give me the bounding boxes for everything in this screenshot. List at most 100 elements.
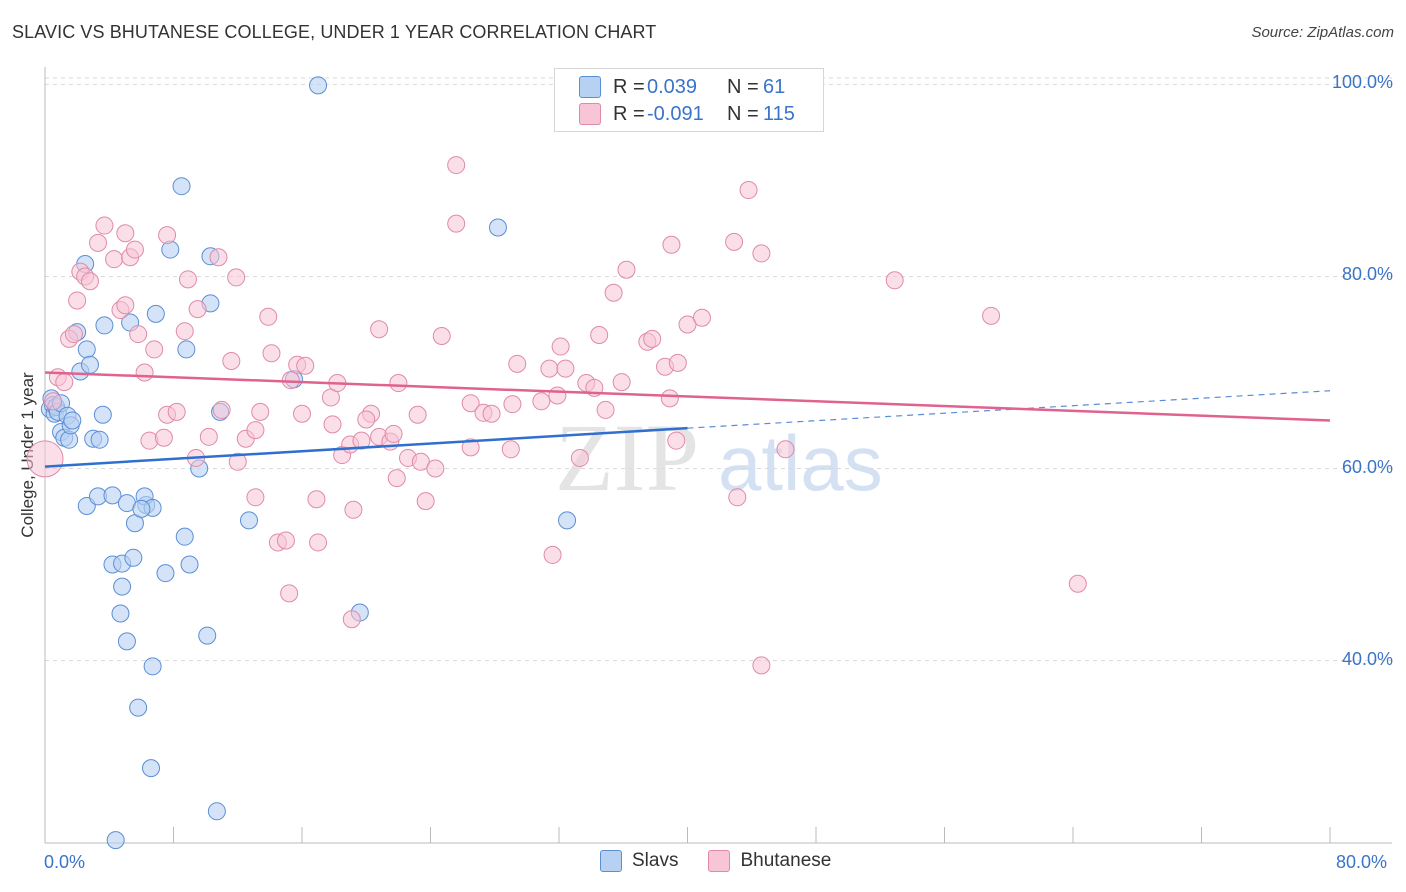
- bhutanese-point: [570, 448, 589, 467]
- bhutanese-point: [296, 356, 315, 375]
- bhutanese-point: [617, 260, 636, 279]
- bhutanese-point: [357, 410, 376, 429]
- x-tick-max: 80.0%: [1336, 852, 1388, 872]
- slavs-point: [124, 548, 143, 567]
- slavs-point: [177, 340, 196, 359]
- bhutanese-point: [167, 402, 186, 421]
- bhutanese-point: [116, 224, 135, 243]
- slavs-point: [77, 340, 96, 359]
- bhutanese-point: [344, 500, 363, 519]
- bhutanese-point: [178, 270, 197, 289]
- bhutanese-point: [482, 404, 501, 423]
- legend-row-bhutanese: R = -0.091 N = 115: [579, 101, 795, 127]
- bhutanese-point: [556, 359, 575, 378]
- r-label: R =: [613, 75, 645, 98]
- bhutanese-point: [508, 354, 527, 373]
- bhutanese-point: [125, 240, 144, 259]
- bhutanese-swatch: [579, 103, 601, 125]
- bhutanese-point: [105, 250, 124, 269]
- bhutanese-point: [752, 244, 771, 263]
- slavs-point: [63, 411, 82, 430]
- bhutanese-point: [154, 428, 173, 447]
- n-label: N =: [727, 75, 759, 98]
- slavs-point: [488, 218, 507, 237]
- bhutanese-legend-swatch: [708, 850, 731, 872]
- slavs-swatch: [579, 76, 601, 98]
- bhutanese-point: [80, 272, 99, 291]
- bhutanese-point: [540, 359, 559, 378]
- bhutanese-point: [461, 394, 480, 413]
- bhutanese-point: [532, 392, 551, 411]
- bhutanese-point: [309, 533, 328, 552]
- bhutanese-point: [551, 337, 570, 356]
- y-tick-label: 80.0%: [1341, 264, 1393, 285]
- bhutanese-point: [387, 469, 406, 488]
- bhutanese-point: [885, 271, 904, 290]
- bhutanese-point: [246, 421, 265, 440]
- slavs-point: [172, 177, 191, 196]
- slavs-point: [111, 604, 130, 623]
- bhutanese-point: [64, 325, 83, 344]
- bhutanese-point: [281, 371, 300, 390]
- y-tick-label: 60.0%: [1341, 456, 1393, 477]
- legend-row-slavs: R = 0.039 N = 61: [579, 74, 785, 100]
- n-value-slavs: 61: [763, 75, 786, 98]
- bhutanese-point: [26, 440, 64, 478]
- bhutanese-point: [739, 181, 758, 200]
- bhutanese-point: [222, 351, 241, 370]
- bhutanese-point: [158, 226, 177, 245]
- bhutanese-point: [262, 344, 281, 363]
- correlation-legend: R = 0.039 N = 61 R = -0.091 N = 115: [554, 68, 824, 132]
- bhutanese-legend-label: Bhutanese: [740, 850, 832, 871]
- r-label: R =: [613, 102, 645, 125]
- bhutanese-point: [384, 424, 403, 443]
- bhutanese-point: [612, 373, 631, 392]
- n-label: N =: [727, 102, 759, 125]
- slavs-point: [80, 355, 99, 374]
- slavs-point: [95, 316, 114, 335]
- bhutanese-point: [209, 248, 228, 267]
- chart-title: SLAVIC VS BHUTANESE COLLEGE, UNDER 1 YEA…: [12, 22, 657, 42]
- bhutanese-point: [503, 395, 522, 414]
- bhutanese-point: [307, 490, 326, 509]
- bhutanese-point: [352, 431, 371, 450]
- slavs-point: [239, 511, 258, 530]
- bhutanese-point: [129, 325, 148, 344]
- slavs-point: [156, 564, 175, 583]
- bhutanese-point: [596, 400, 615, 419]
- slavs-point: [132, 499, 151, 518]
- bhutanese-point: [116, 296, 135, 315]
- legend-item-slavs: Slavs: [600, 850, 678, 872]
- slavs-point: [117, 632, 136, 651]
- slavs-legend-swatch: [600, 850, 622, 872]
- slavs-point: [93, 405, 112, 424]
- watermark-atlas: atlas: [718, 419, 883, 507]
- bhutanese-point: [447, 156, 466, 175]
- slavs-point: [103, 486, 122, 505]
- source-label: Source: ZipAtlas.com: [1251, 24, 1394, 41]
- bhutanese-point: [55, 373, 74, 392]
- bhutanese-point: [982, 306, 1001, 325]
- legend-item-bhutanese: Bhutanese: [708, 850, 831, 872]
- bhutanese-point: [461, 438, 480, 457]
- bhutanese-point: [752, 656, 771, 675]
- bhutanese-point: [259, 307, 278, 326]
- bhutanese-trend-line: [44, 371, 1331, 422]
- series-legend: Slavs Bhutanese: [600, 850, 861, 872]
- bhutanese-point: [426, 459, 445, 478]
- bhutanese-point: [728, 488, 747, 507]
- bhutanese-point: [447, 214, 466, 233]
- bhutanese-point: [662, 235, 681, 254]
- bhutanese-point: [604, 283, 623, 302]
- bhutanese-point: [135, 363, 154, 382]
- slavs-point: [207, 802, 226, 821]
- bhutanese-point: [280, 584, 299, 603]
- bhutanese-point: [1068, 574, 1087, 593]
- slavs-point: [558, 511, 577, 530]
- bhutanese-point: [246, 488, 265, 507]
- bhutanese-point: [145, 340, 164, 359]
- bhutanese-point: [668, 353, 687, 372]
- bhutanese-point: [643, 329, 662, 348]
- slavs-point: [180, 555, 199, 574]
- bhutanese-point: [590, 326, 609, 345]
